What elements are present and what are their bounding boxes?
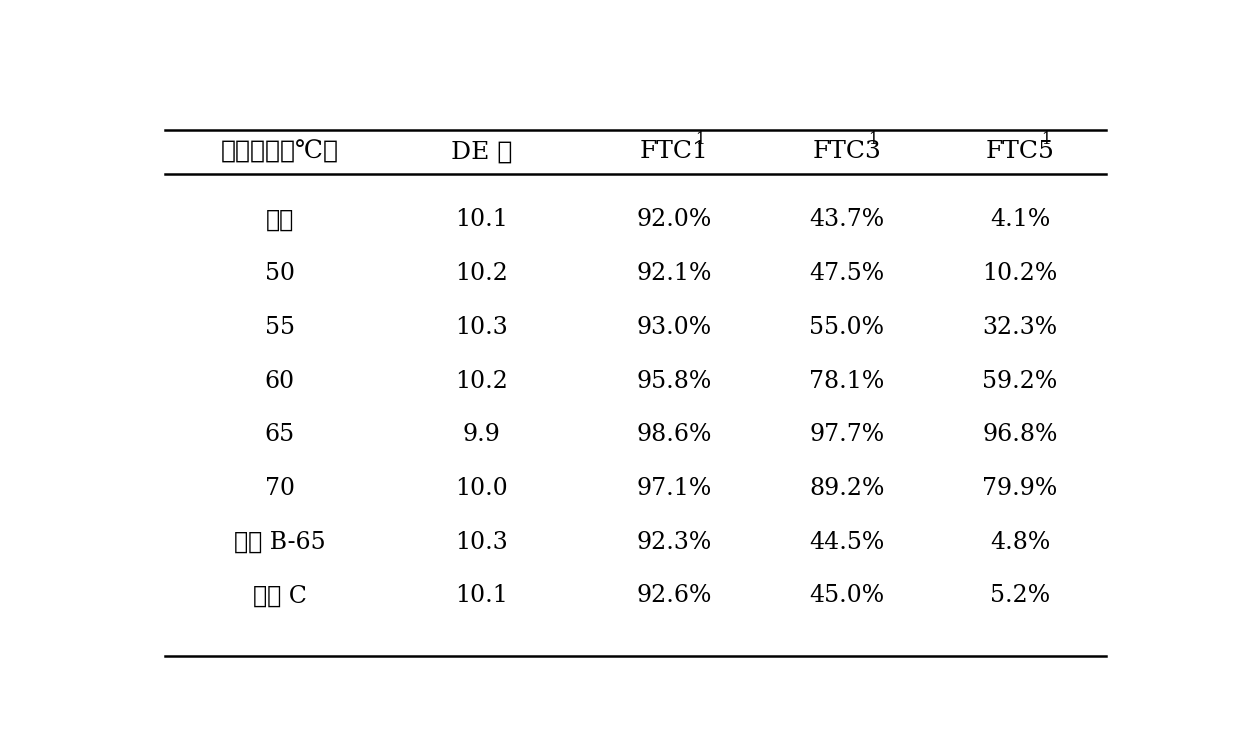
Text: 45.0%: 45.0% — [810, 584, 884, 608]
Text: 10.0: 10.0 — [455, 477, 508, 500]
Text: 89.2%: 89.2% — [810, 477, 884, 500]
Text: 97.1%: 97.1% — [636, 477, 712, 500]
Text: 作用温度（℃）: 作用温度（℃） — [221, 140, 339, 164]
Text: 92.3%: 92.3% — [636, 531, 712, 554]
Text: 10.1: 10.1 — [455, 584, 508, 608]
Text: 92.1%: 92.1% — [636, 262, 712, 285]
Text: 4.1%: 4.1% — [990, 209, 1050, 232]
Text: 10.3: 10.3 — [455, 316, 508, 339]
Text: 93.0%: 93.0% — [636, 316, 712, 339]
Text: 92.0%: 92.0% — [636, 209, 712, 232]
Text: 98.6%: 98.6% — [636, 423, 712, 446]
Text: 95.8%: 95.8% — [636, 370, 712, 392]
Text: 70: 70 — [265, 477, 295, 500]
Text: 10.2: 10.2 — [455, 370, 508, 392]
Text: 32.3%: 32.3% — [982, 316, 1058, 339]
Text: 10.2%: 10.2% — [982, 262, 1058, 285]
Text: 55: 55 — [265, 316, 295, 339]
Text: 47.5%: 47.5% — [810, 262, 884, 285]
Text: 1: 1 — [1040, 130, 1050, 148]
Text: 97.7%: 97.7% — [810, 423, 884, 446]
Text: 对照: 对照 — [265, 209, 294, 232]
Text: FTC3: FTC3 — [812, 140, 882, 164]
Text: 60: 60 — [265, 370, 295, 392]
Text: FTC1: FTC1 — [640, 140, 708, 164]
Text: 对照 B-65: 对照 B-65 — [234, 531, 326, 554]
Text: 10.2: 10.2 — [455, 262, 508, 285]
Text: 50: 50 — [265, 262, 295, 285]
Text: 1: 1 — [868, 130, 878, 148]
Text: 96.8%: 96.8% — [982, 423, 1058, 446]
Text: FTC5: FTC5 — [986, 140, 1054, 164]
Text: 4.8%: 4.8% — [990, 531, 1050, 554]
Text: 对照 C: 对照 C — [253, 584, 306, 608]
Text: 5.2%: 5.2% — [990, 584, 1050, 608]
Text: 44.5%: 44.5% — [810, 531, 884, 554]
Text: 92.6%: 92.6% — [636, 584, 712, 608]
Text: 65: 65 — [265, 423, 295, 446]
Text: 9.9: 9.9 — [463, 423, 501, 446]
Text: 79.9%: 79.9% — [982, 477, 1058, 500]
Text: 10.1: 10.1 — [455, 209, 508, 232]
Text: 10.3: 10.3 — [455, 531, 508, 554]
Text: 1: 1 — [694, 130, 704, 148]
Text: 78.1%: 78.1% — [810, 370, 884, 392]
Text: 59.2%: 59.2% — [982, 370, 1058, 392]
Text: 55.0%: 55.0% — [810, 316, 884, 339]
Text: 43.7%: 43.7% — [810, 209, 884, 232]
Text: DE 值: DE 值 — [451, 140, 512, 164]
